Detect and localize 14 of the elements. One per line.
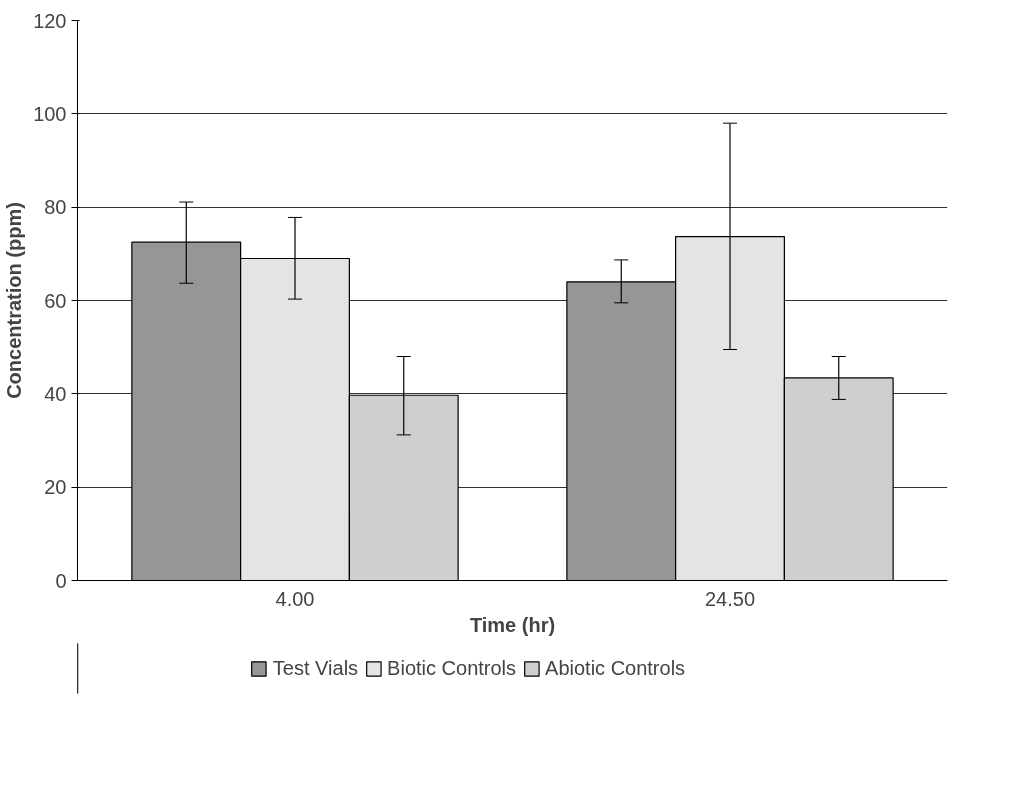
y-tick-label: 20 xyxy=(44,476,67,499)
x-axis-title: Time (hr) xyxy=(469,613,556,636)
y-tick-label: 0 xyxy=(55,569,67,592)
y-tick-label: 60 xyxy=(44,289,67,312)
legend-label: Test Vials xyxy=(272,656,359,680)
y-tick-label: 40 xyxy=(44,382,67,405)
y-tick-label: 120 xyxy=(33,9,67,32)
legend-label: Biotic Controls xyxy=(387,656,517,680)
x-tick-label: 24.50 xyxy=(704,587,756,610)
y-axis-title: Concentration (ppm) xyxy=(3,202,26,399)
x-tick-label: 4.00 xyxy=(275,587,315,610)
y-tick-label: 80 xyxy=(44,196,67,219)
y-tick-label: 100 xyxy=(33,102,67,125)
legend-label: Abiotic Controls xyxy=(545,656,686,680)
